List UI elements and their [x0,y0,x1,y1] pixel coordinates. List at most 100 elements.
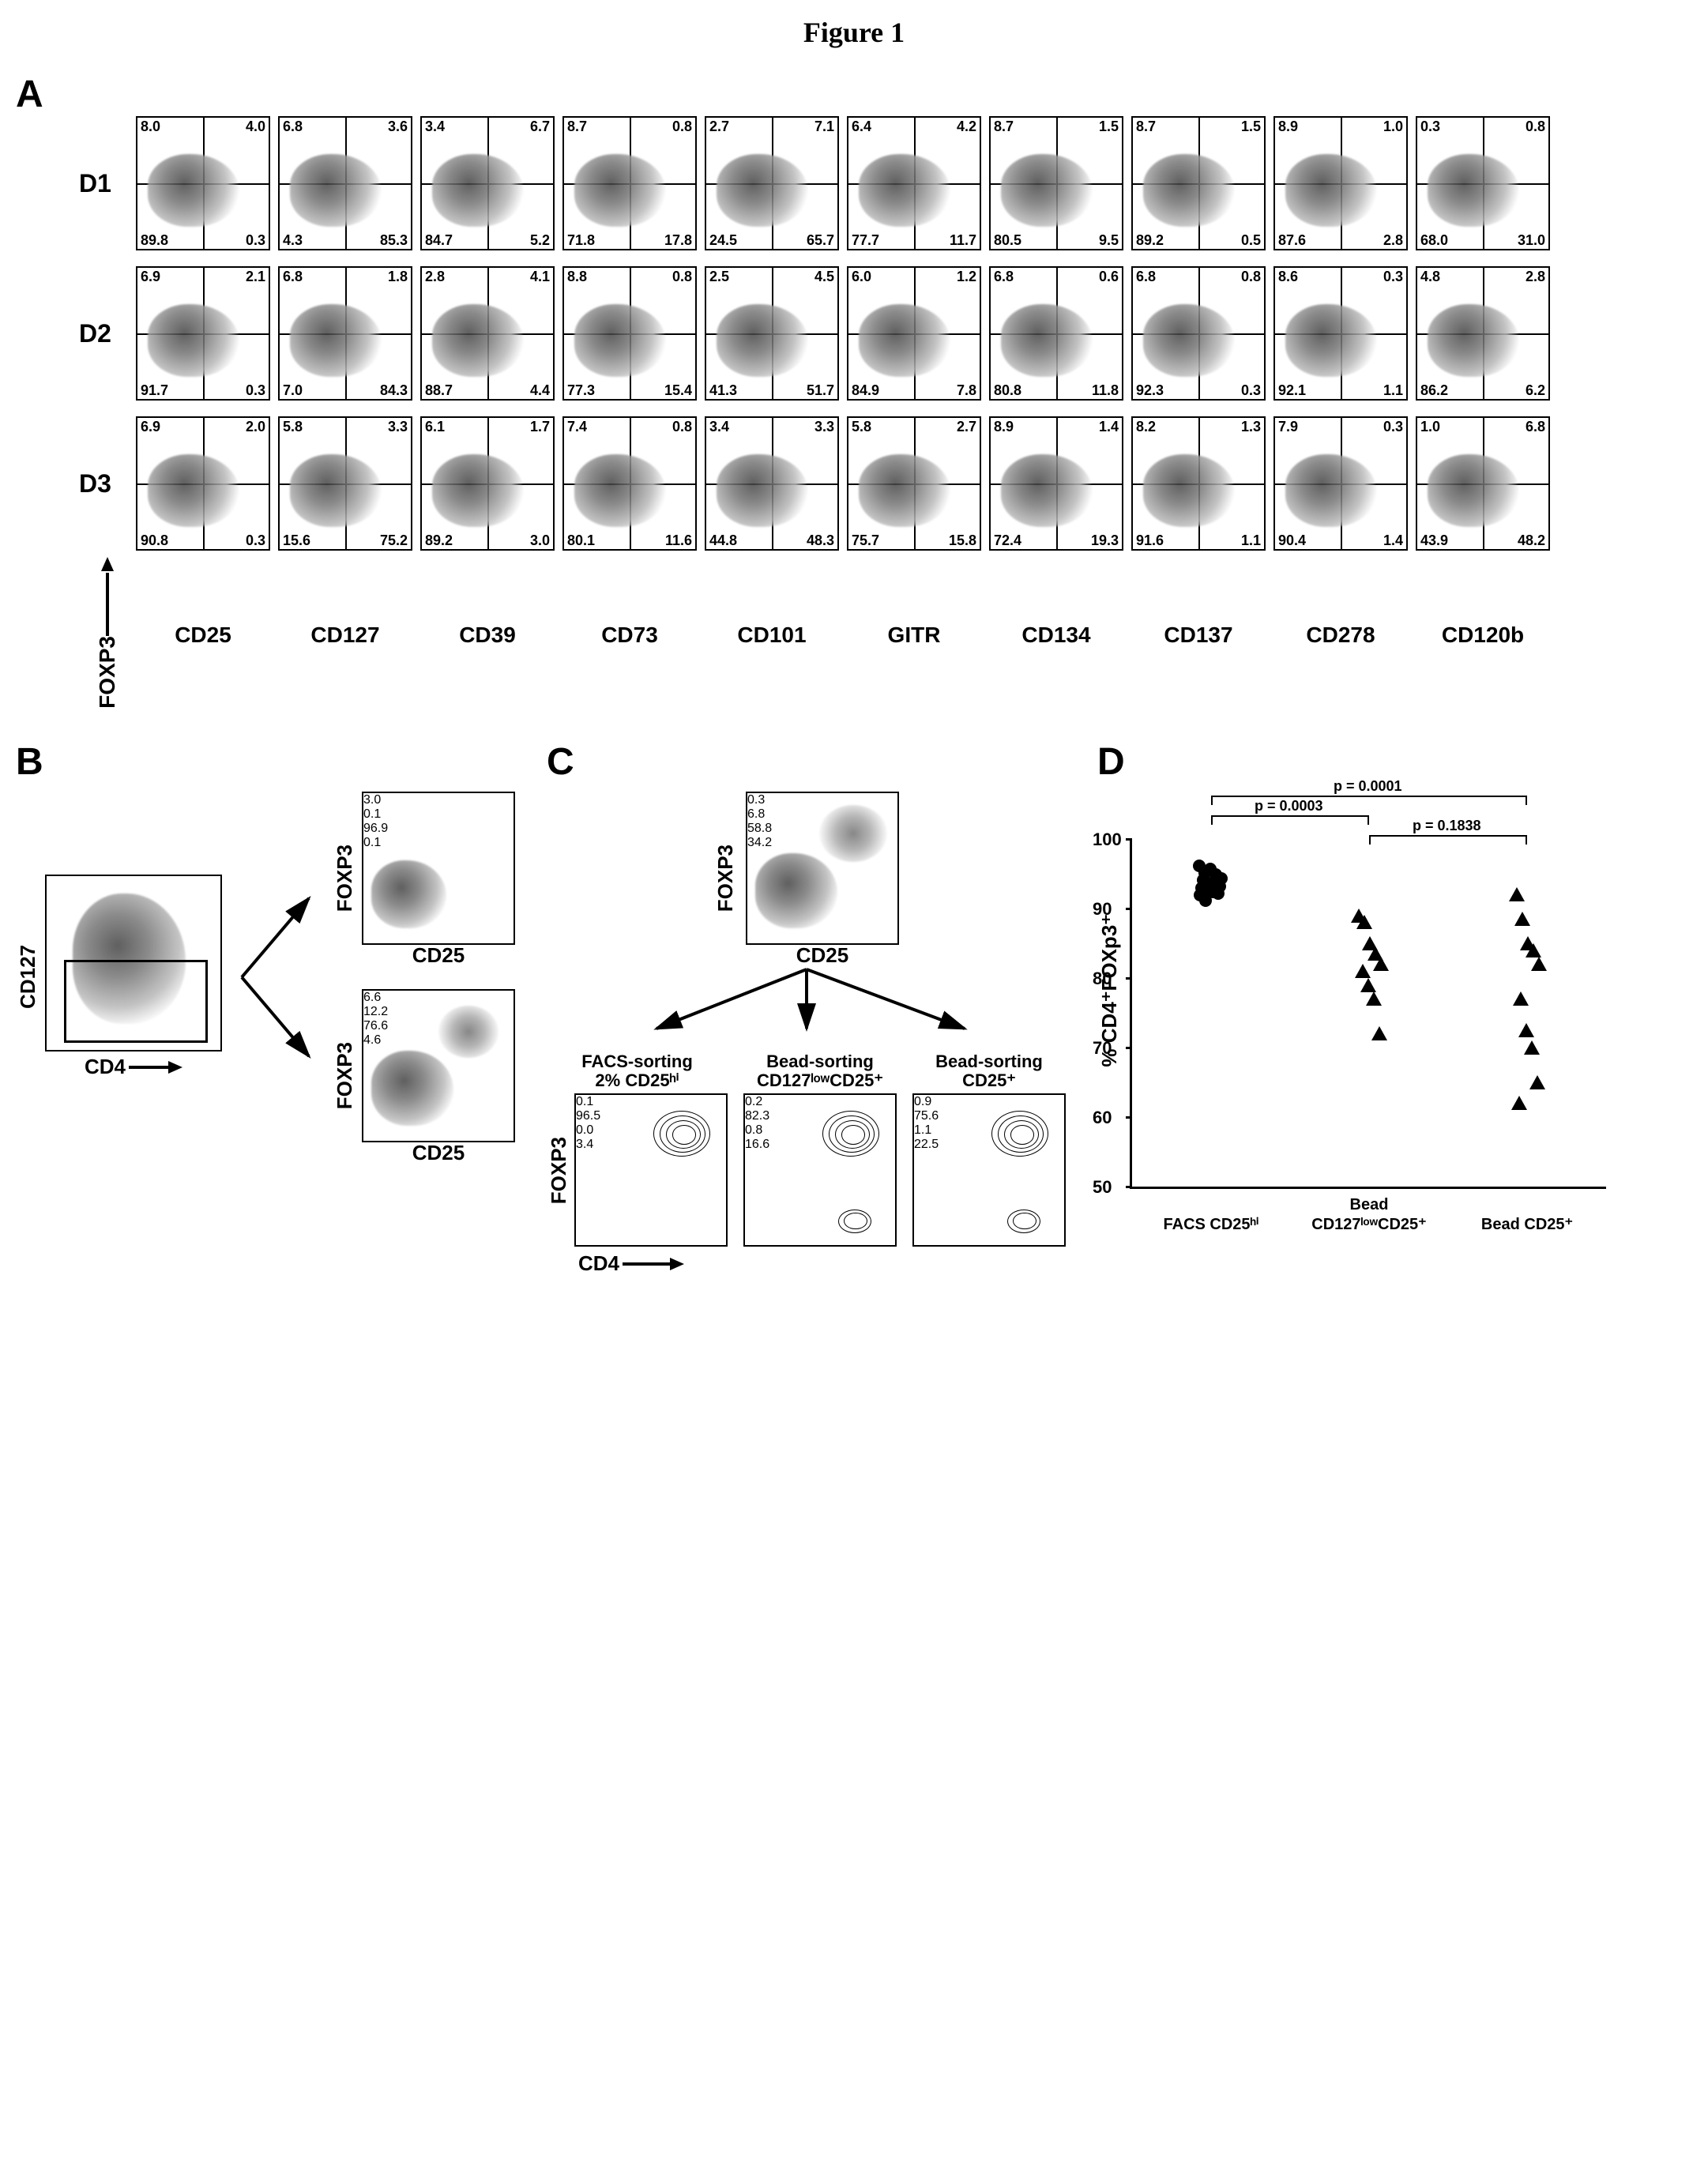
ytick-label: 70 [1093,1038,1112,1059]
quad-value: 71.8 [566,233,596,247]
facs-plot: 0.30.868.031.0 [1416,116,1550,250]
quad-value: 41.3 [708,383,739,397]
quad-value: 7.4 [566,419,589,434]
quad-value: 1.4 [1382,533,1405,547]
facs-plot: 8.80.877.315.4 [562,266,697,401]
quad-value: 1.1 [1382,383,1405,397]
quad-value: 72.4 [992,533,1023,547]
quad-value: 9.5 [1097,233,1120,247]
facs-plot: 1.06.843.948.2 [1416,416,1550,551]
q: 96.9 [363,822,514,836]
facs-plot: 6.80.892.30.3 [1131,266,1266,401]
pval-bracket [1211,815,1369,825]
data-point [1355,964,1371,978]
pval-bracket [1211,796,1527,805]
marker-label: CD25 [136,623,270,648]
xcat-label: FACS CD25ʰⁱ [1140,1214,1282,1234]
quad-value: 7.1 [813,119,836,134]
quad-value: 1.0 [1419,419,1442,434]
xcat-label: Bead CD127ˡᵒʷCD25⁺ [1298,1196,1440,1234]
quad-value: 7.8 [955,383,978,397]
quad-value: 0.3 [1382,419,1405,434]
quad-value: 0.8 [671,269,694,284]
facs-plot: 8.04.089.80.3 [136,116,270,250]
quad-value: 68.0 [1419,233,1450,247]
panelB-bot-plot: 6.6 12.2 76.6 4.6 [362,989,515,1142]
quad-value: 88.7 [423,383,454,397]
quad-value: 8.9 [1277,119,1300,134]
marker-label: CD134 [989,623,1123,648]
quad-value: 90.4 [1277,533,1307,547]
ytick-label: 80 [1093,969,1112,989]
quad-value: 77.3 [566,383,596,397]
panelB-left-y: CD127 [16,945,40,1009]
facs-plot: 2.77.124.565.7 [705,116,839,250]
panel-A: D18.04.089.80.36.83.64.385.33.46.784.75.… [16,116,1692,709]
ytick-label: 90 [1093,899,1112,920]
quad-value: 1.5 [1240,119,1262,134]
quad-value: 44.8 [708,533,739,547]
donor-label: D2 [79,319,126,348]
quad-value: 48.3 [805,533,836,547]
quad-value: 8.7 [992,119,1015,134]
quad-value: 2.1 [244,269,267,284]
sort-plot: 0.196.50.03.4 [574,1093,728,1247]
quad-value: 48.2 [1516,533,1547,547]
quad-value: 0.8 [671,119,694,134]
pval-label: p = 0.0001 [1334,778,1402,795]
quad-value: 51.7 [805,383,836,397]
quad-value: 8.6 [1277,269,1300,284]
quad-value: 0.8 [1240,269,1262,284]
panelB-top-plot: 3.0 0.1 96.9 0.1 [362,792,515,945]
quad-value: 87.6 [1277,233,1307,247]
q: 6.6 [363,991,514,1005]
facs-plot: 6.92.090.80.3 [136,416,270,551]
quad-value: 89.2 [423,533,454,547]
quad-value: 77.7 [850,233,881,247]
quad-value: 7.0 [281,383,304,397]
quad-value: 1.5 [1097,119,1120,134]
quad-value: 6.0 [850,269,873,284]
quad-value: 6.8 [281,269,304,284]
sort-plot: 0.282.30.816.6 [743,1093,897,1247]
panelC-bottom-x: CD4 [578,1251,619,1276]
quad-value: 8.0 [139,119,162,134]
quad-value: 8.7 [1134,119,1157,134]
quad-value: 92.1 [1277,383,1307,397]
marker-label: GITR [847,623,981,648]
quad-value: 0.8 [671,419,694,434]
panelB-left-x: CD4 [85,1055,126,1079]
quad-value: 0.3 [244,383,267,397]
q: 0.3 [747,793,897,807]
facs-plot: 8.70.871.817.8 [562,116,697,250]
quad-value: 5.8 [281,419,304,434]
quad-value: 1.7 [529,419,551,434]
panelD-chart-area: 5060708090100FACS CD25ʰⁱBead CD127ˡᵒʷCD2… [1130,839,1606,1189]
marker-label: CD127 [278,623,412,648]
facs-plot: 6.81.87.084.3 [278,266,412,401]
q: 0.1 [363,807,514,822]
quad-value: 0.3 [244,533,267,547]
data-point [1212,887,1225,900]
data-point [1373,957,1389,971]
quad-value: 5.2 [529,233,551,247]
data-point [1531,957,1547,971]
quad-value: 4.5 [813,269,836,284]
marker-label: CD137 [1131,623,1266,648]
quad-value: 6.8 [992,269,1015,284]
quad-value: 0.2 [745,1095,895,1109]
facs-plot: 6.11.789.23.0 [420,416,555,551]
quad-value: 2.0 [244,419,267,434]
data-point [1366,991,1382,1006]
facs-plot: 5.83.315.675.2 [278,416,412,551]
marker-label: CD73 [562,623,697,648]
quad-value: 4.0 [244,119,267,134]
data-point [1371,1026,1387,1040]
quad-value: 2.7 [955,419,978,434]
quad-value: 1.0 [1382,119,1405,134]
quad-value: 6.9 [139,419,162,434]
quad-value: 8.9 [992,419,1015,434]
panelB-right-y-2: FOXP3 [333,1042,357,1109]
quad-value: 75.7 [850,533,881,547]
sort-title: Bead-sortingCD25⁺ [935,1052,1043,1090]
